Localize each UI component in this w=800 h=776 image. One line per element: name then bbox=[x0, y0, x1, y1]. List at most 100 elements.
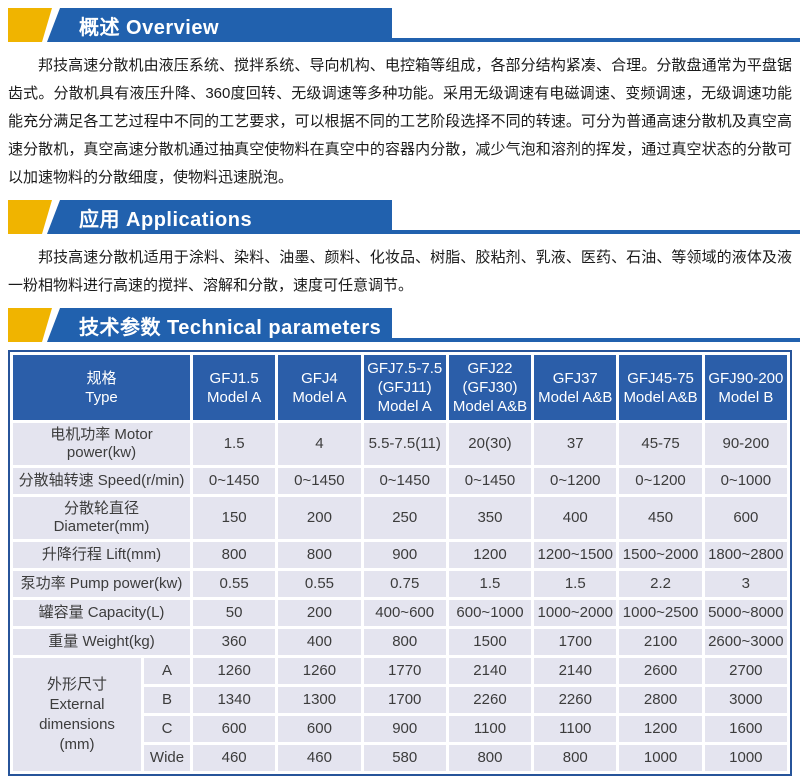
value-cell: 450 bbox=[619, 497, 702, 539]
value-cell: 1300 bbox=[278, 687, 361, 713]
banner-underline-rule bbox=[390, 38, 800, 42]
spec-table: 规格 Type GFJ1.5 Model A GFJ4 Model A GFJ7.5-7.5… bbox=[10, 352, 790, 774]
row-label: 电机功率 Motor power(kw) bbox=[13, 423, 190, 465]
value-cell: 1100 bbox=[534, 716, 617, 742]
value-cell: 1260 bbox=[278, 658, 361, 684]
section-banner-overview: 概述 Overview bbox=[0, 8, 800, 42]
value-cell: 1100 bbox=[448, 716, 532, 742]
value-cell: 20(30) bbox=[448, 423, 532, 465]
value-cell: 1000 bbox=[704, 745, 787, 771]
value-cell: 1260 bbox=[193, 658, 276, 684]
banner-title-bar: 概述 Overview bbox=[47, 8, 392, 42]
table-row: 升降行程 Lift(mm) 800 800 900 1200 1200~1500 1500~… bbox=[13, 542, 787, 568]
value-cell: 1500 bbox=[448, 629, 532, 655]
dimension-sub-label: C bbox=[144, 716, 190, 742]
value-cell: 2260 bbox=[448, 687, 532, 713]
value-cell: 200 bbox=[278, 600, 361, 626]
value-cell: 50 bbox=[193, 600, 276, 626]
value-cell: 600 bbox=[278, 716, 361, 742]
section-banner-technical-parameters: 技术参数 Technical parameters bbox=[0, 308, 800, 342]
value-cell: 2140 bbox=[534, 658, 617, 684]
value-cell: 350 bbox=[448, 497, 532, 539]
value-cell: 600 bbox=[704, 497, 787, 539]
spec-col-model: GFJ1.5 Model A bbox=[193, 355, 276, 420]
spec-col-model: GFJ90-200 Model B bbox=[704, 355, 787, 420]
value-cell: 5.5-7.5(11) bbox=[363, 423, 446, 465]
value-cell: 800 bbox=[363, 629, 446, 655]
banner-title-bar: 应用 Applications bbox=[47, 200, 392, 234]
spec-col-type: 规格 Type bbox=[13, 355, 190, 420]
spec-table-body: 电机功率 Motor power(kw) 1.5 4 5.5-7.5(11) 20(30… bbox=[13, 423, 787, 771]
spec-col-model: GFJ4 Model A bbox=[278, 355, 361, 420]
spec-col-model: GFJ22 (GFJ30) Model A&B bbox=[448, 355, 532, 420]
value-cell: 2600 bbox=[619, 658, 702, 684]
section-title-technical-parameters: 技术参数 Technical parameters bbox=[79, 316, 382, 339]
value-cell: 360 bbox=[193, 629, 276, 655]
value-cell: 460 bbox=[193, 745, 276, 771]
value-cell: 3 bbox=[704, 571, 787, 597]
spec-col-model: GFJ37 Model A&B bbox=[534, 355, 617, 420]
value-cell: 800 bbox=[278, 542, 361, 568]
table-row: 分散轮直径 Diameter(mm) 150 200 250 350 400 450 600 bbox=[13, 497, 787, 539]
applications-paragraph: 邦技高速分散机适用于涂料、染料、油墨、颜料、化妆品、树脂、胶粘剂、乳液、医药、石… bbox=[8, 249, 792, 294]
value-cell: 800 bbox=[448, 745, 532, 771]
value-cell: 580 bbox=[363, 745, 446, 771]
value-cell: 1000 bbox=[619, 745, 702, 771]
value-cell: 1200 bbox=[448, 542, 532, 568]
value-cell: 900 bbox=[363, 716, 446, 742]
value-cell: 1000~2000 bbox=[534, 600, 617, 626]
value-cell: 0.55 bbox=[278, 571, 361, 597]
value-cell: 1.5 bbox=[193, 423, 276, 465]
value-cell: 1770 bbox=[363, 658, 446, 684]
value-cell: 400 bbox=[534, 497, 617, 539]
value-cell: 90-200 bbox=[704, 423, 787, 465]
value-cell: 1340 bbox=[193, 687, 276, 713]
value-cell: 1600 bbox=[704, 716, 787, 742]
table-row: 分散轴转速 Speed(r/min) 0~1450 0~1450 0~1450 0~14… bbox=[13, 468, 787, 494]
value-cell: 2100 bbox=[619, 629, 702, 655]
banner-accent-yellow-shape bbox=[8, 308, 52, 342]
dimension-sub-label: A bbox=[144, 658, 190, 684]
value-cell: 5000~8000 bbox=[704, 600, 787, 626]
value-cell: 3000 bbox=[704, 687, 787, 713]
spec-col-model: GFJ45-75 Model A&B bbox=[619, 355, 702, 420]
spec-col-model: GFJ7.5-7.5 (GFJ11) Model A bbox=[363, 355, 446, 420]
value-cell: 2700 bbox=[704, 658, 787, 684]
value-cell: 1200 bbox=[619, 716, 702, 742]
overview-paragraph: 邦技高速分散机由液压系统、搅拌系统、导向机构、电控箱等组成，各部分结构紧凑、合理… bbox=[8, 57, 792, 186]
value-cell: 1800~2800 bbox=[704, 542, 787, 568]
spec-header-row: 规格 Type GFJ1.5 Model A GFJ4 Model A GFJ7.5-7.5… bbox=[13, 355, 787, 420]
value-cell: 2260 bbox=[534, 687, 617, 713]
value-cell: 460 bbox=[278, 745, 361, 771]
value-cell: 0~1450 bbox=[363, 468, 446, 494]
value-cell: 0~1200 bbox=[619, 468, 702, 494]
dimension-sub-label: B bbox=[144, 687, 190, 713]
value-cell: 0~1450 bbox=[193, 468, 276, 494]
table-row: 罐容量 Capacity(L) 50 200 400~600 600~1000 1000~… bbox=[13, 600, 787, 626]
value-cell: 150 bbox=[193, 497, 276, 539]
value-cell: 37 bbox=[534, 423, 617, 465]
section-title-applications: 应用 Applications bbox=[79, 208, 253, 231]
value-cell: 1.5 bbox=[534, 571, 617, 597]
value-cell: 0.75 bbox=[363, 571, 446, 597]
value-cell: 250 bbox=[363, 497, 446, 539]
table-row: 外形尺寸 External dimensions (mm) A 1260 1260 1770… bbox=[13, 658, 787, 771]
value-cell: 2600~3000 bbox=[704, 629, 787, 655]
value-cell: 400~600 bbox=[363, 600, 446, 626]
banner-underline-rule bbox=[390, 230, 800, 234]
banner-accent-yellow-shape bbox=[8, 8, 52, 42]
value-cell: 2.2 bbox=[619, 571, 702, 597]
value-cell: 1000~2500 bbox=[619, 600, 702, 626]
row-label: 分散轮直径 Diameter(mm) bbox=[13, 497, 190, 539]
dimension-sub-label: Wide bbox=[144, 745, 190, 771]
value-cell: 0.55 bbox=[193, 571, 276, 597]
value-cell: 0~1450 bbox=[448, 468, 532, 494]
row-label: 重量 Weight(kg) bbox=[13, 629, 190, 655]
value-cell: 600~1000 bbox=[448, 600, 532, 626]
value-cell: 1500~2000 bbox=[619, 542, 702, 568]
value-cell: 900 bbox=[363, 542, 446, 568]
value-cell: 2800 bbox=[619, 687, 702, 713]
value-cell: 600 bbox=[193, 716, 276, 742]
table-row: 电机功率 Motor power(kw) 1.5 4 5.5-7.5(11) 20(30… bbox=[13, 423, 787, 465]
value-cell: 800 bbox=[534, 745, 617, 771]
